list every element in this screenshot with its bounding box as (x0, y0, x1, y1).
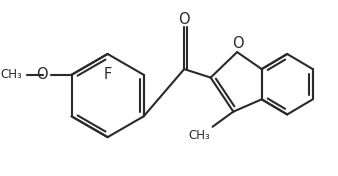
Text: O: O (232, 36, 244, 51)
Text: O: O (37, 67, 48, 82)
Text: CH₃: CH₃ (188, 129, 210, 142)
Text: F: F (103, 67, 112, 82)
Text: O: O (178, 12, 190, 27)
Text: CH₃: CH₃ (1, 68, 22, 81)
